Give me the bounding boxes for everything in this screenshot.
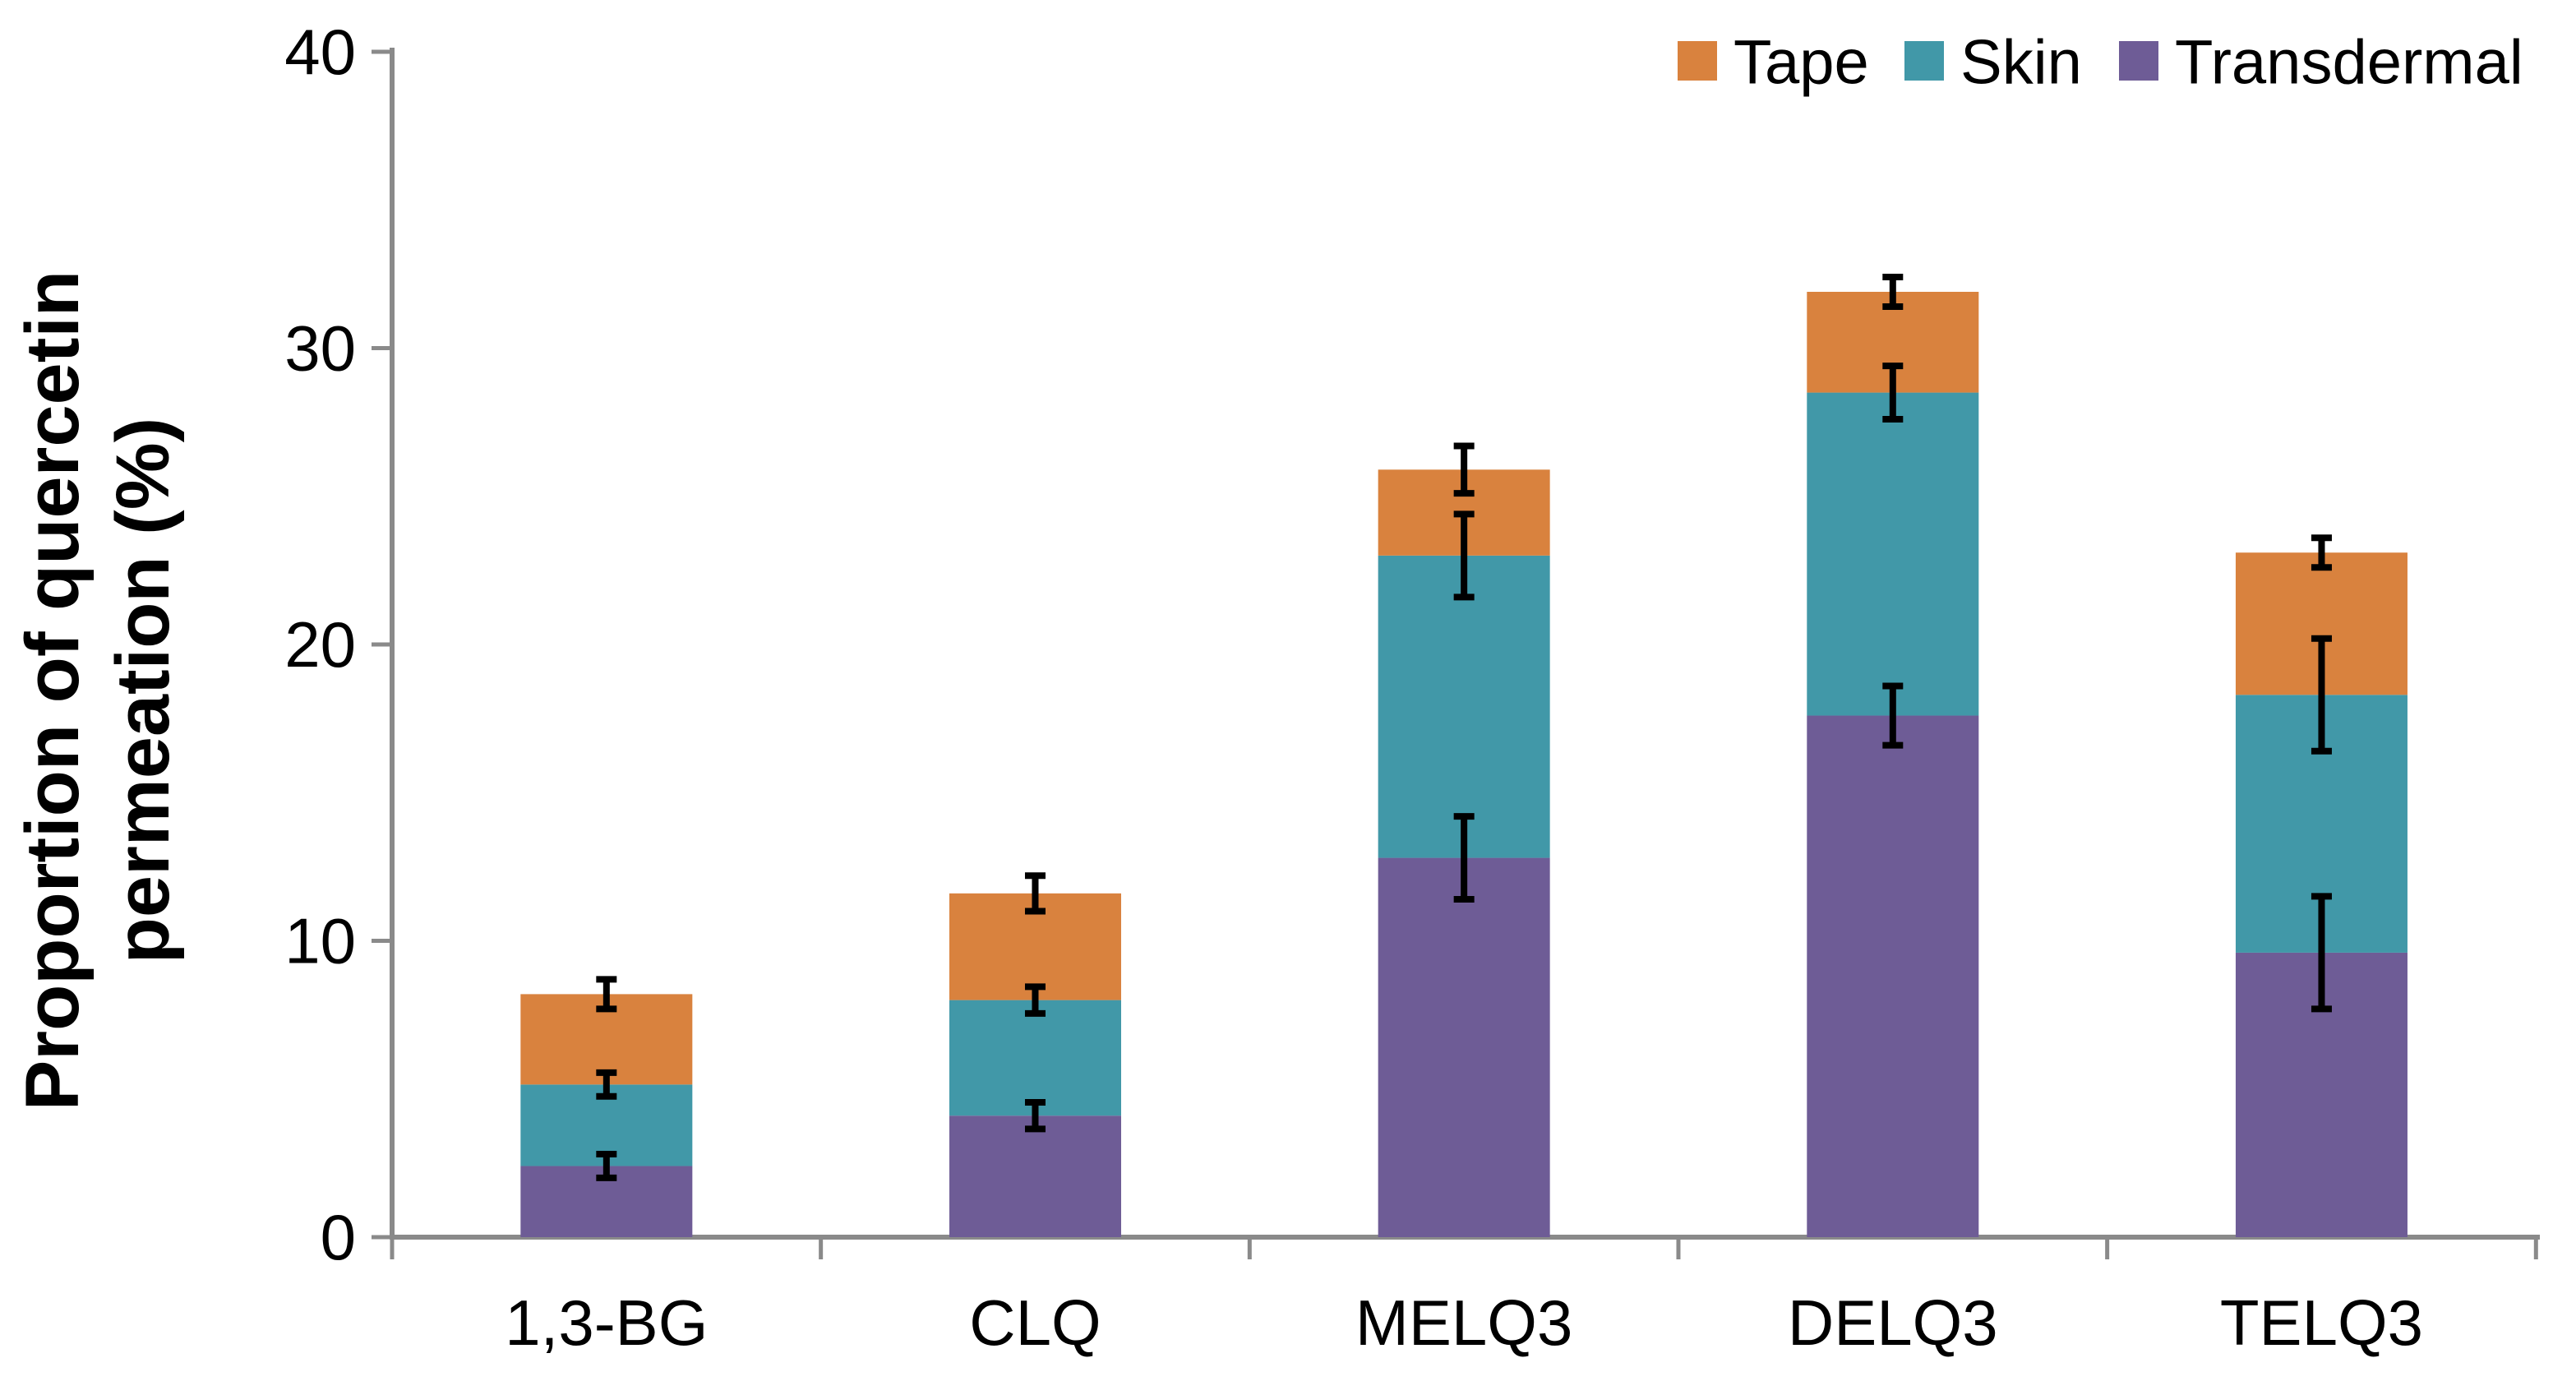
x-category-label: 1,3-BG — [505, 1286, 708, 1359]
x-category-label: TELQ3 — [2220, 1286, 2423, 1359]
error-bars — [596, 273, 2332, 1181]
x-category-label: MELQ3 — [1355, 1286, 1572, 1359]
x-category-label: CLQ — [969, 1286, 1101, 1359]
bar-segment-skin-2 — [949, 1000, 1121, 1116]
axis-labels: 0 10 20 30 40 1,3-BG CLQ MELQ3 DELQ3 TELQ3 — [284, 16, 2423, 1359]
legend-label-transdermal: Transdermal — [2175, 28, 2523, 98]
y-tick-label: 0 — [321, 1201, 356, 1273]
legend-label-skin: Skin — [1960, 28, 2082, 98]
bar-segment-transdermal-2 — [949, 1115, 1121, 1237]
y-axis-title-line1: Proportion of quercetin — [11, 270, 95, 1111]
x-category-label: DELQ3 — [1788, 1286, 1998, 1359]
legend: Tape Skin Transdermal — [1678, 28, 2523, 98]
legend-marker-tape-icon — [1678, 41, 1717, 81]
legend-marker-transdermal-icon — [2119, 41, 2158, 81]
bar-segment-skin-4 — [1807, 392, 1979, 716]
y-tick-label: 20 — [284, 608, 356, 681]
y-tick-label: 10 — [284, 905, 356, 977]
legend-label-tape: Tape — [1733, 28, 1869, 98]
legend-marker-skin-icon — [1904, 41, 1944, 81]
y-tick-label: 40 — [284, 16, 356, 88]
y-tick-label: 30 — [284, 312, 356, 385]
bar-segment-skin-3 — [1378, 555, 1550, 858]
bar-segment-transdermal-3 — [1378, 857, 1550, 1237]
y-axis-title-line2: permeation (%) — [101, 418, 185, 964]
bar-segment-transdermal-4 — [1807, 715, 1979, 1237]
bars — [520, 292, 2407, 1237]
